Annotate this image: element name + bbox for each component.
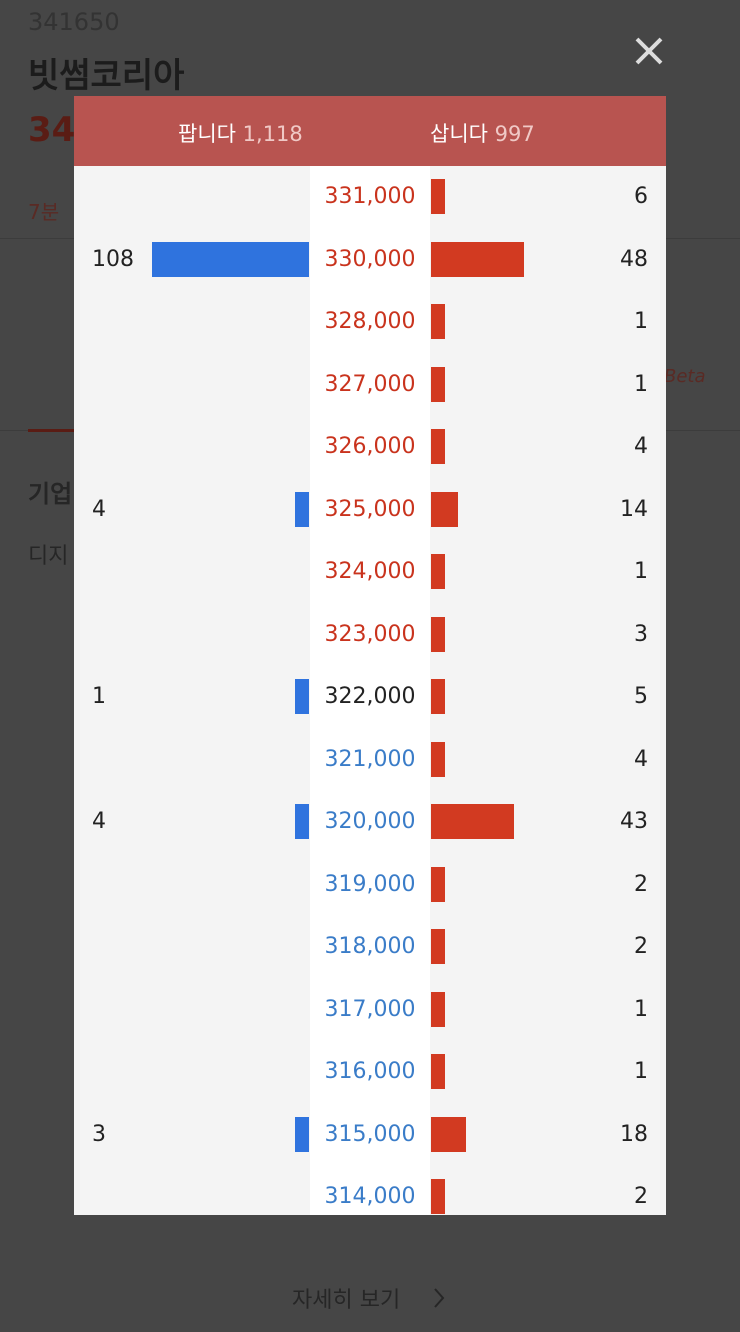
buy-quantity: 1 <box>634 1059 648 1084</box>
order-row: 328,000 1 <box>74 291 666 354</box>
price: 317,000 <box>310 978 430 1042</box>
price: 321,000 <box>310 728 430 792</box>
beta-label: Beta <box>664 366 706 387</box>
price: 322,000 <box>310 666 430 729</box>
price: 316,000 <box>310 1041 430 1104</box>
buy-quantity: 1 <box>634 559 648 584</box>
buy-bar <box>431 304 445 339</box>
buy-bar <box>431 554 445 589</box>
sell-quantity: 3 <box>92 1121 106 1147</box>
order-row: 331,000 6 <box>74 166 666 229</box>
buy-bar <box>431 429 445 464</box>
buy-bar <box>431 679 445 714</box>
order-row: 322,000 1 5 <box>74 666 666 729</box>
order-row: 314,000 2 <box>74 1166 666 1215</box>
more-link[interactable]: 자세히 보기 <box>292 1288 401 1313</box>
price: 328,000 <box>310 291 430 354</box>
sell-bar <box>295 491 309 527</box>
order-row: 325,000 4 14 <box>74 478 666 542</box>
order-row: 317,000 1 <box>74 978 666 1042</box>
time-fragment: 7분 <box>28 200 60 224</box>
buy-quantity: 5 <box>634 684 648 709</box>
price: 319,000 <box>310 853 430 917</box>
price: 330,000 <box>310 228 430 292</box>
price: 315,000 <box>310 1103 430 1167</box>
buy-quantity: 43 <box>620 809 648 834</box>
buy-bar <box>431 866 445 902</box>
order-row: 327,000 1 <box>74 353 666 417</box>
order-row: 315,000 3 18 <box>74 1103 666 1167</box>
order-book-header: 팝니다 1,118 삽니다 997 <box>74 96 666 166</box>
buy-bar <box>431 616 445 652</box>
sell-bar <box>295 1116 309 1152</box>
order-row: 318,000 2 <box>74 916 666 979</box>
buy-bar <box>431 179 445 214</box>
buy-bar <box>431 366 445 402</box>
buy-bar <box>431 241 524 277</box>
sell-quantity: 4 <box>92 496 106 522</box>
order-book-modal: 팝니다 1,118 삽니다 997 331,000 6 330,000 108 48 32… <box>74 96 666 1215</box>
price: 326,000 <box>310 416 430 479</box>
sell-bar <box>295 679 309 714</box>
price: 331,000 <box>310 166 430 229</box>
order-row: 319,000 2 <box>74 853 666 917</box>
buy-bar <box>431 491 459 527</box>
price: 320,000 <box>310 791 430 854</box>
buy-bar <box>431 741 445 777</box>
sell-bar <box>152 241 309 277</box>
sell-quantity: 4 <box>92 809 106 834</box>
buy-quantity: 2 <box>634 871 648 897</box>
tab-indicator <box>28 429 74 432</box>
buy-quantity: 1 <box>634 996 648 1022</box>
buy-label: 삽니다 <box>430 122 488 146</box>
buy-total: 997 <box>494 122 535 146</box>
buy-bar <box>431 1116 466 1152</box>
price: 327,000 <box>310 353 430 417</box>
order-row: 324,000 1 <box>74 541 666 604</box>
sell-total: 1,118 <box>242 122 303 146</box>
buy-bar <box>431 1179 445 1214</box>
buy-quantity: 2 <box>634 934 648 959</box>
buy-quantity: 3 <box>634 621 648 647</box>
price: 318,000 <box>310 916 430 979</box>
buy-quantity: 4 <box>634 434 648 459</box>
buy-quantity: 14 <box>620 496 648 522</box>
buy-quantity: 48 <box>620 246 648 272</box>
price: 314,000 <box>310 1166 430 1215</box>
sell-bar <box>295 804 309 839</box>
buy-bar <box>431 991 445 1027</box>
buy-bar <box>431 929 445 964</box>
buy-quantity: 4 <box>634 746 648 772</box>
stock-name: 빗썸코리아 <box>28 56 185 96</box>
price: 325,000 <box>310 478 430 542</box>
order-row: 326,000 4 <box>74 416 666 479</box>
buy-quantity: 1 <box>634 371 648 397</box>
order-row: 320,000 4 43 <box>74 791 666 854</box>
order-row: 321,000 4 <box>74 728 666 792</box>
price-fragment: 34 <box>28 110 76 150</box>
close-button[interactable] <box>632 34 666 68</box>
price: 323,000 <box>310 603 430 667</box>
sell-quantity: 108 <box>92 246 134 272</box>
order-row: 330,000 108 48 <box>74 228 666 292</box>
buy-bar <box>431 804 515 839</box>
price: 324,000 <box>310 541 430 604</box>
section-fragment: 기업 <box>28 480 73 508</box>
order-row: 323,000 3 <box>74 603 666 667</box>
buy-quantity: 2 <box>634 1184 648 1209</box>
sell-quantity: 1 <box>92 684 106 709</box>
buy-bar <box>431 1054 445 1089</box>
stock-code: 341650 <box>28 8 120 36</box>
chevron-icon <box>434 1288 445 1308</box>
order-row: 316,000 1 <box>74 1041 666 1104</box>
buy-quantity: 18 <box>620 1121 648 1147</box>
desc-fragment: 디지 <box>28 544 69 569</box>
buy-quantity: 6 <box>634 184 648 209</box>
buy-quantity: 1 <box>634 309 648 334</box>
sell-label: 팝니다 <box>178 122 236 146</box>
